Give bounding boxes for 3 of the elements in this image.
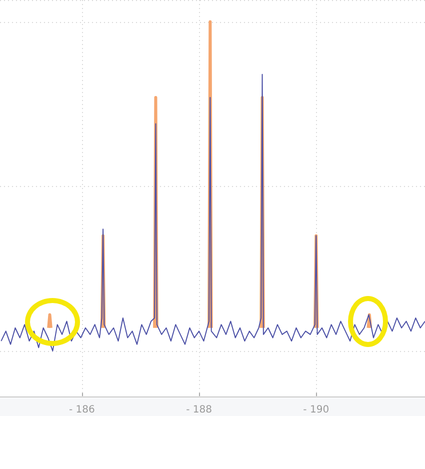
x-tick-label: - 190 — [303, 404, 330, 416]
x-tick-label: - 186 — [69, 404, 95, 416]
x-tick-label: - 188 — [186, 404, 212, 416]
